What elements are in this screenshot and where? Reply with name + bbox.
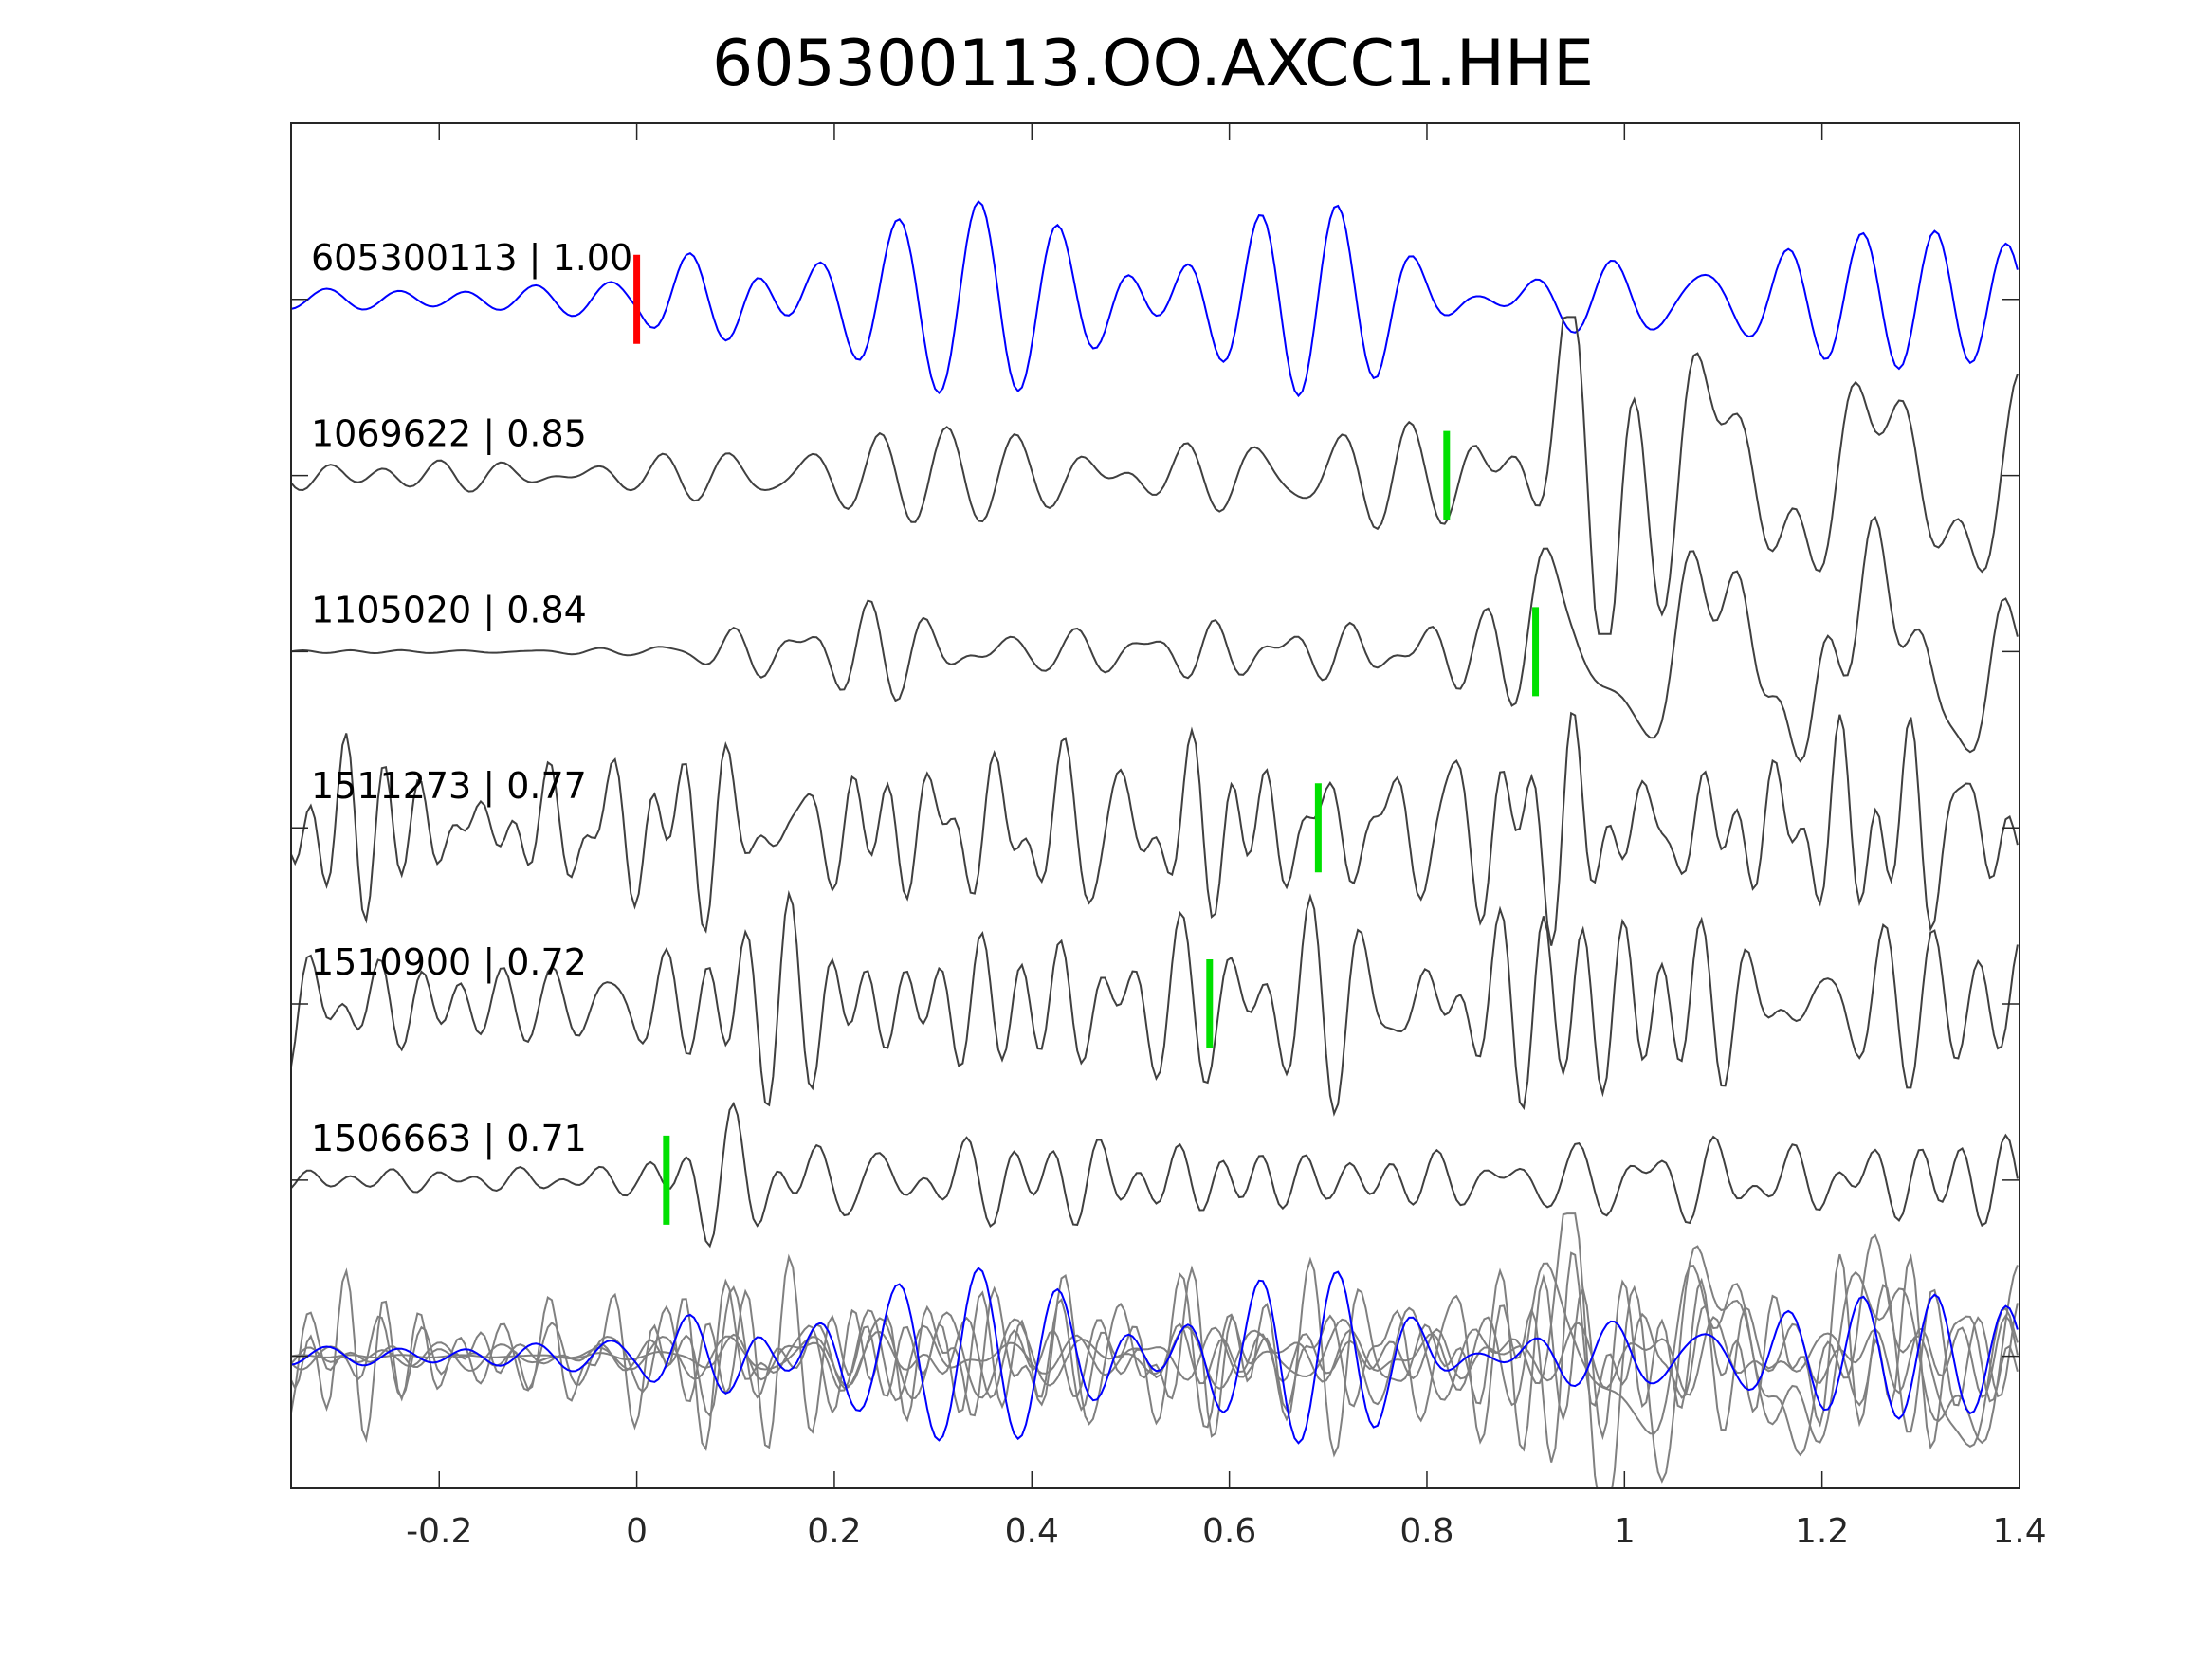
trace-waveform-1511273 — [291, 711, 2019, 946]
x-tick-label: 0 — [626, 1512, 648, 1551]
trace-label-605300113: 605300113 | 1.00 — [311, 237, 632, 280]
trace-label-1069622: 1069622 | 0.85 — [311, 413, 587, 456]
x-tick-label: 0.2 — [807, 1512, 861, 1551]
trace-waveform-1069622 — [291, 316, 2019, 635]
overlay-waveform-1506663 — [291, 1285, 2019, 1418]
trace-waveform-1105020 — [291, 515, 2019, 763]
x-tick-label: 1.4 — [1992, 1512, 2046, 1551]
x-tick-label: 0.4 — [1005, 1512, 1059, 1551]
x-tick-label: 1 — [1614, 1512, 1636, 1551]
x-tick-label: -0.2 — [406, 1512, 472, 1551]
x-tick-label: 0.8 — [1399, 1512, 1453, 1551]
trace-waveform-605300113 — [291, 199, 2019, 398]
trace-waveform-1506663 — [291, 1101, 2019, 1249]
x-tick-label: 1.2 — [1795, 1512, 1849, 1551]
overlay-waveform-605300113 — [291, 1267, 2019, 1445]
trace-label-1506663: 1506663 | 0.71 — [311, 1118, 587, 1160]
trace-waveform-1510900 — [291, 889, 2019, 1117]
trace-label-1511273: 1511273 | 0.77 — [311, 765, 587, 808]
trace-labels: 605300113 | 1.00 1069622 | 0.85 1105020 | … — [311, 237, 632, 1160]
trace-label-1510900: 1510900 | 0.72 — [311, 941, 587, 984]
chart-title: 605300113.OO.AXCC1.HHE — [712, 27, 1594, 101]
overlay-waveform-1510900 — [291, 1253, 2019, 1458]
x-tick-label: 0.6 — [1202, 1512, 1256, 1551]
overlay-waveform-1069622 — [291, 1212, 2019, 1488]
axes-box — [290, 122, 2020, 1489]
axes: -0.2 0 0.2 0.4 0.6 0.8 1 1.2 1.4 — [290, 122, 2047, 1551]
trace-label-1105020: 1105020 | 0.84 — [311, 589, 587, 631]
overlay-waveform-1105020 — [291, 1233, 2019, 1457]
traces-layer — [291, 199, 2019, 1488]
pick-markers — [633, 254, 1540, 1225]
